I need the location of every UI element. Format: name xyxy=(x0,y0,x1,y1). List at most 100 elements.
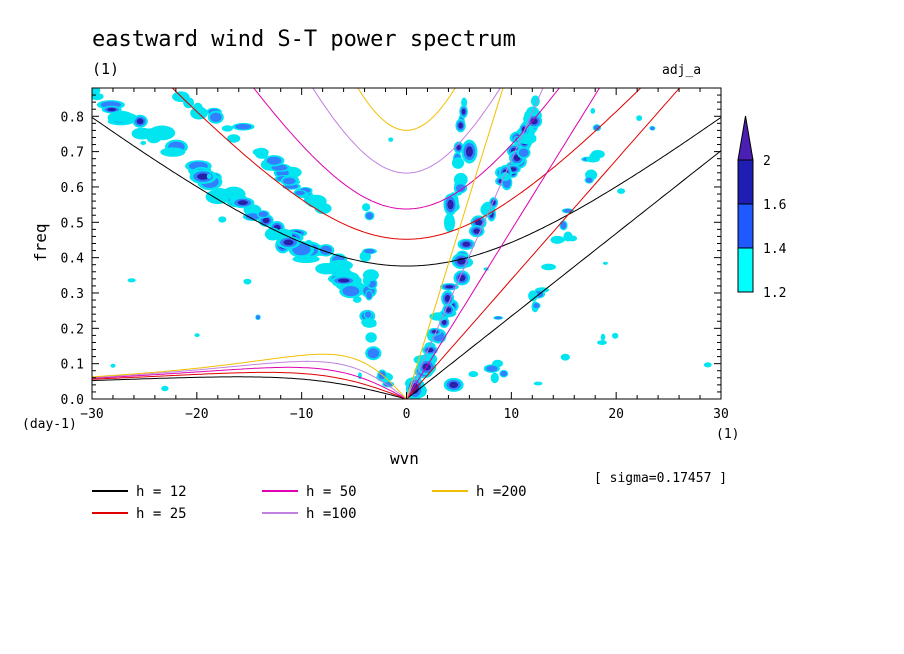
dispersion-curve-ig xyxy=(92,116,721,267)
contour-blob xyxy=(361,318,377,327)
contour-blob xyxy=(490,372,499,384)
dispersion-curve-kelvin xyxy=(406,88,681,399)
x-tick-label: −30 xyxy=(80,407,103,422)
contour-blob xyxy=(600,333,606,341)
contour-blob xyxy=(283,239,294,246)
contour-blob xyxy=(107,107,117,112)
contour-blob xyxy=(383,382,393,387)
contour-blob xyxy=(533,303,540,309)
contour-blob xyxy=(192,102,203,114)
dispersion-curve-ig xyxy=(253,88,560,210)
contour-blob xyxy=(151,78,170,87)
x-tick-label: 0 xyxy=(403,407,411,422)
contour-blob xyxy=(365,212,374,220)
contour-blob xyxy=(451,157,465,169)
contour-blob xyxy=(522,133,537,142)
dispersion-curve-ig xyxy=(357,88,456,131)
legend: h = 12 h = 25 h = 50 h =100 h =200 xyxy=(92,484,527,522)
dispersion-curve-rossby xyxy=(92,371,407,399)
contour-blob xyxy=(531,95,540,107)
contour-blob xyxy=(314,203,332,214)
dispersion-curve-kelvin xyxy=(406,88,544,399)
contour-blob xyxy=(452,383,456,386)
colorbar-label: 1.2 xyxy=(763,286,786,301)
chart-subtitle-left: (1) xyxy=(92,60,119,78)
colorbar-segment xyxy=(737,203,754,249)
dispersion-curve-rossby xyxy=(92,366,407,399)
contour-blob xyxy=(455,184,466,193)
colorbar-label: 2 xyxy=(763,154,771,169)
contour-blob xyxy=(365,311,372,318)
contour-blob xyxy=(473,228,481,234)
x-tick-labels: −30 −20 −10 0 10 20 30 xyxy=(80,407,729,422)
y-tick-label: 0.7 xyxy=(61,146,84,161)
contour-blob xyxy=(597,340,607,345)
y-tick-label: 0.1 xyxy=(61,358,84,373)
contour-blob xyxy=(445,307,452,313)
contour-blob xyxy=(262,217,270,224)
x-tick-label: −10 xyxy=(290,407,313,422)
contour-blob xyxy=(161,385,169,392)
dispersion-curve-rossby xyxy=(92,360,407,399)
contour-blob xyxy=(235,123,252,130)
legend-label: h = 50 xyxy=(306,484,357,500)
contour-blob xyxy=(366,291,372,300)
y-tick-label: 0.6 xyxy=(61,181,84,196)
contour-blob xyxy=(140,141,147,145)
contour-blob xyxy=(160,147,186,157)
colorbar-extend-arrow xyxy=(737,115,754,161)
colorbar-label: 1.6 xyxy=(763,198,786,213)
legend-label: h = 25 xyxy=(136,506,187,522)
contour-blob xyxy=(315,263,338,275)
dispersion-curve-kelvin xyxy=(406,88,504,399)
colorbar: 1.2 1.4 1.6 2 xyxy=(737,115,787,301)
contour-blob xyxy=(256,315,260,320)
y-tick-label: 0.4 xyxy=(61,252,85,267)
contour-blob xyxy=(464,243,468,246)
contour-blob xyxy=(703,362,712,368)
contour-blob xyxy=(283,177,296,185)
contour-blob xyxy=(468,371,479,378)
dispersion-curve-rossby xyxy=(92,353,407,399)
contour-blob xyxy=(367,348,380,359)
contour-blob xyxy=(109,112,137,123)
contour-blob xyxy=(292,255,320,263)
contour-blob xyxy=(560,353,570,361)
contour-blob xyxy=(612,332,619,339)
contour-blob xyxy=(509,167,517,172)
contour-blob xyxy=(206,173,212,179)
contour-blob xyxy=(461,97,468,108)
contour-blob xyxy=(127,278,136,283)
contour-blob xyxy=(563,208,572,213)
chart-title: eastward wind S-T power spectrum xyxy=(92,27,516,52)
contour-blob xyxy=(266,156,282,165)
x-tick-label: −20 xyxy=(185,407,208,422)
contour-blob xyxy=(212,188,228,198)
contour-blob xyxy=(197,173,210,180)
contour-blob xyxy=(388,137,394,142)
contour-blob xyxy=(210,112,222,123)
contour-blob xyxy=(221,125,233,132)
contour-blob xyxy=(338,278,350,283)
y-tick-label: 0.0 xyxy=(61,393,84,408)
y-tick-labels: 0.0 0.1 0.2 0.3 0.4 0.5 0.6 0.7 0.8 xyxy=(61,110,85,408)
colorbar-label: 1.4 xyxy=(763,242,787,257)
dispersion-curve-ig xyxy=(312,88,501,174)
contour-blob xyxy=(589,152,604,158)
contour-blob xyxy=(445,285,454,289)
contour-blob xyxy=(650,126,655,130)
contour-blob xyxy=(500,370,508,377)
y-tick-label: 0.5 xyxy=(61,216,84,231)
contour-blob xyxy=(590,108,596,114)
contour-blob xyxy=(342,286,360,297)
sigma-annotation: [ sigma=0.17457 ] xyxy=(594,471,727,486)
contour-blob xyxy=(245,213,260,220)
contour-blob xyxy=(459,124,462,127)
x-tick-label: 20 xyxy=(608,407,624,422)
contour-blob xyxy=(258,211,268,218)
contour-blob xyxy=(462,110,465,113)
contour-blob xyxy=(443,321,446,324)
contour-blob xyxy=(585,177,593,183)
colorbar-segment xyxy=(737,247,754,293)
contour-blob xyxy=(494,316,502,320)
